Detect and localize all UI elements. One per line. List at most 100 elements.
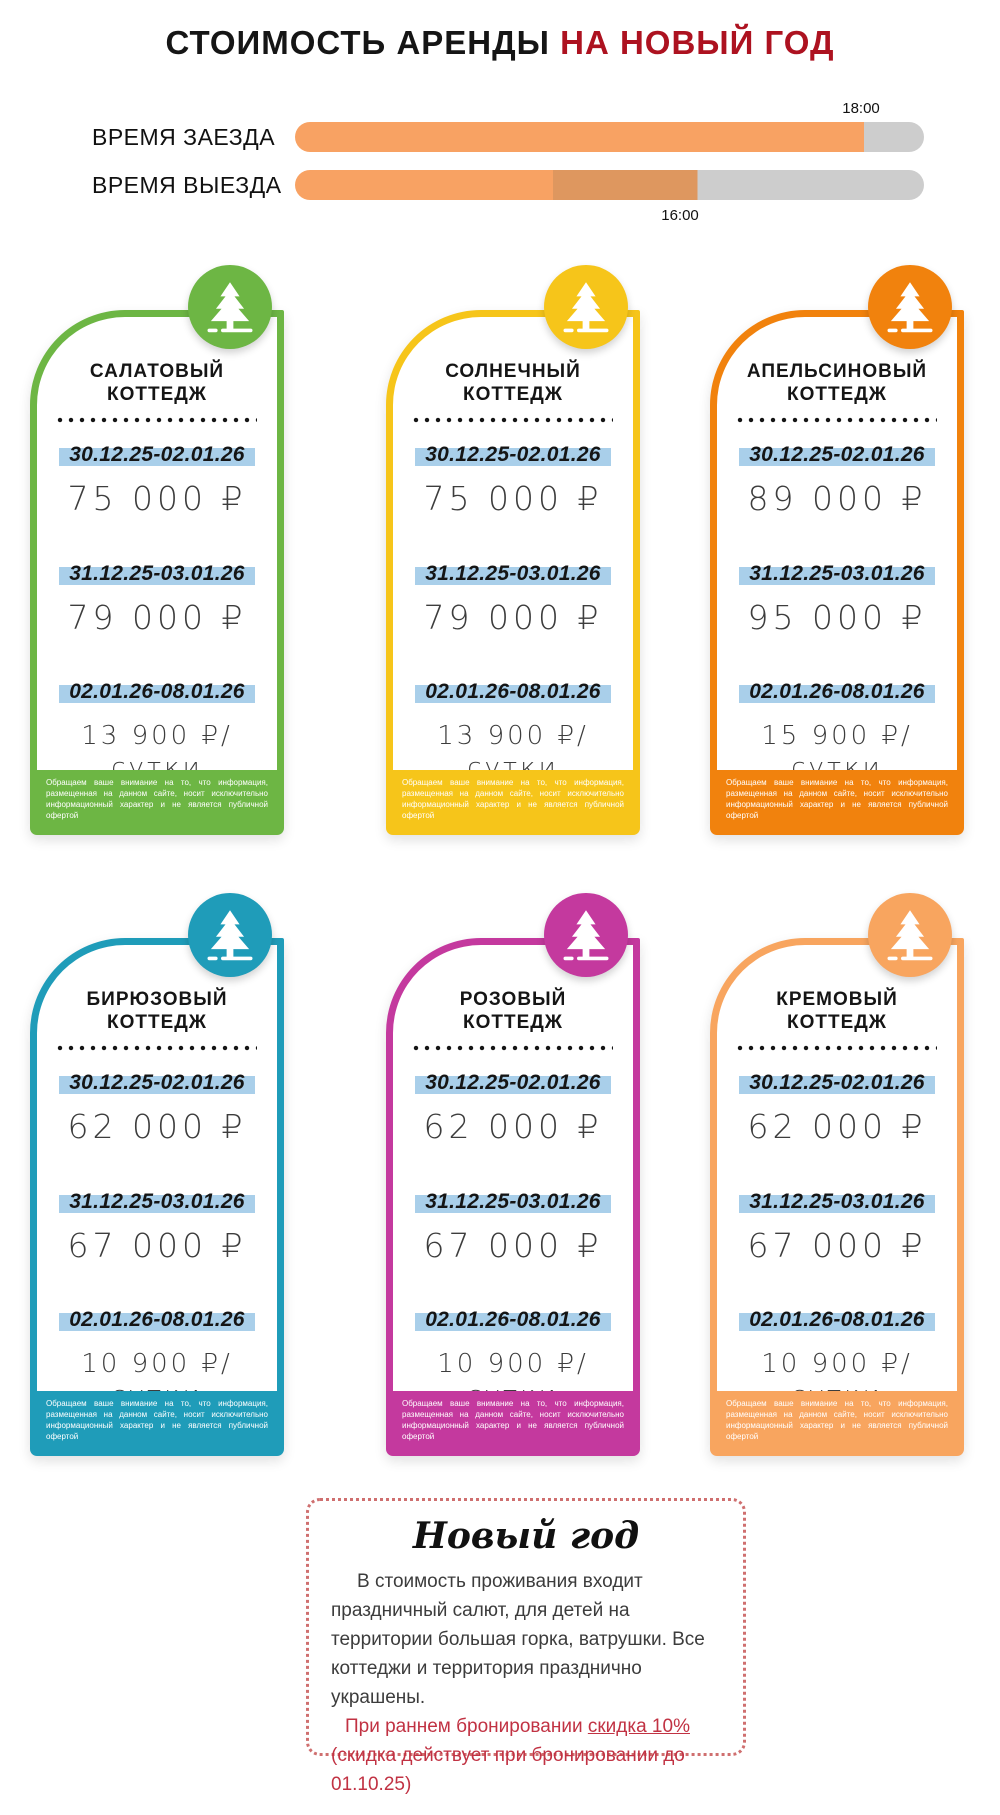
checkin-bar-fill: [295, 122, 924, 152]
dotted-separator: [413, 1044, 613, 1051]
period-price: 79 000 ₽: [423, 598, 603, 638]
period-3: 02.01.26-08.01.26 10 900 ₽/сутки: [393, 1307, 633, 1413]
card-body: КРЕМОВЫЙ КОТТЕДЖ 30.12.25-02.01.26 62 00…: [710, 938, 964, 1456]
period-1: 30.12.25-02.01.26 62 000 ₽: [393, 1070, 633, 1147]
period-price: 67 000 ₽: [747, 1226, 927, 1266]
period-price: 75 000 ₽: [423, 478, 603, 518]
period-dates: 02.01.26-08.01.26: [717, 1307, 957, 1332]
period-dates: 30.12.25-02.01.26: [717, 1070, 957, 1095]
christmas-tree-icon: [560, 908, 612, 962]
new-year-note-box: Новый год В стоимость проживания входит …: [306, 1498, 746, 1795]
period-dates: 30.12.25-02.01.26: [393, 1070, 633, 1095]
period-dates: 02.01.26-08.01.26: [393, 1307, 633, 1332]
discount-link-text: скидка 10%: [587, 1716, 690, 1737]
checkin-time-value: 18:00: [842, 100, 880, 117]
christmas-tree-icon: [884, 908, 936, 962]
period-2: 31.12.25-03.01.26 67 000 ₽: [717, 1190, 957, 1266]
card-title: БИРЮЗОВЫЙ КОТТЕДЖ: [86, 989, 228, 1033]
card-title: САЛАТОВЫЙ КОТТЕДЖ: [89, 361, 225, 405]
checkin-time-row: ВРЕМЯ ЗАЕЗДА 18:00: [0, 100, 1000, 154]
period-3: 02.01.26-08.01.26 10 900 ₽/сутки: [37, 1307, 277, 1413]
period-3: 02.01.26-08.01.26 15 900 ₽/сутки: [717, 679, 957, 785]
period-1: 30.12.25-02.01.26 62 000 ₽: [37, 1070, 277, 1147]
checkout-time-value: 16:00: [661, 207, 699, 224]
christmas-tree-icon: [884, 280, 936, 334]
period-dates: 31.12.25-03.01.26: [393, 1190, 633, 1214]
period-dates: 30.12.25-02.01.26: [393, 442, 633, 467]
cards-row-1: САЛАТОВЫЙ КОТТЕДЖ 30.12.25-02.01.26 75 0…: [0, 265, 1000, 840]
checkout-bar: 16:00: [295, 170, 924, 224]
checkin-bar: 18:00: [295, 100, 924, 152]
dotted-separator: [57, 1044, 257, 1051]
period-price: 79 000 ₽: [67, 598, 247, 638]
christmas-tree-icon: [204, 908, 256, 962]
checkout-time-row: ВРЕМЯ ВЫЕЗДА 16:00: [0, 168, 1000, 224]
card-body: СОЛНЕЧНЫЙ КОТТЕДЖ 30.12.25-02.01.26 75 0…: [386, 310, 640, 835]
period-2: 31.12.25-03.01.26 67 000 ₽: [393, 1190, 633, 1266]
card-disclaimer: Обращаем ваше внимание на то, что информ…: [717, 1391, 957, 1449]
period-1: 30.12.25-02.01.26 89 000 ₽: [717, 442, 957, 519]
note-body-text: В стоимость проживания входит праздничны…: [331, 1571, 705, 1708]
card-kremovy: КРЕМОВЫЙ КОТТЕДЖ 30.12.25-02.01.26 62 00…: [710, 893, 964, 1456]
page-title: СТОИМОСТЬ АРЕНДЫ НА НОВЫЙ ГОД: [0, 24, 1000, 62]
period-price: 13 900 ₽/сутки: [81, 720, 233, 784]
card-body: БИРЮЗОВЫЙ КОТТЕДЖ 30.12.25-02.01.26 62 0…: [30, 938, 284, 1456]
card-circle: [188, 893, 272, 977]
dotted-separator: [57, 416, 257, 423]
card-biryuzovy: БИРЮЗОВЫЙ КОТТЕДЖ 30.12.25-02.01.26 62 0…: [30, 893, 284, 1456]
period-price: 89 000 ₽: [747, 478, 927, 518]
period-dates: 02.01.26-08.01.26: [717, 679, 957, 704]
period-2: 31.12.25-03.01.26 79 000 ₽: [393, 562, 633, 638]
dotted-separator: [737, 416, 937, 423]
card-solnechny: СОЛНЕЧНЫЙ КОТТЕДЖ 30.12.25-02.01.26 75 0…: [386, 265, 640, 835]
period-dates: 31.12.25-03.01.26: [37, 562, 277, 586]
card-rozovy: РОЗОВЫЙ КОТТЕДЖ 30.12.25-02.01.26 62 000…: [386, 893, 640, 1456]
card-apelsinovy: АПЕЛЬСИНОВЫЙ КОТТЕДЖ 30.12.25-02.01.26 8…: [710, 265, 964, 835]
period-dates: 30.12.25-02.01.26: [717, 442, 957, 467]
period-price: 75 000 ₽: [67, 478, 247, 518]
card-disclaimer: Обращаем ваше внимание на то, что информ…: [393, 770, 633, 828]
period-price: 62 000 ₽: [747, 1106, 927, 1146]
period-dates: 02.01.26-08.01.26: [393, 679, 633, 704]
period-dates: 31.12.25-03.01.26: [717, 562, 957, 586]
card-body: РОЗОВЫЙ КОТТЕДЖ 30.12.25-02.01.26 62 000…: [386, 938, 640, 1456]
card-circle: [544, 893, 628, 977]
period-price: 95 000 ₽: [747, 598, 927, 638]
card-circle: [868, 893, 952, 977]
period-dates: 31.12.25-03.01.26: [37, 1190, 277, 1214]
period-2: 31.12.25-03.01.26 67 000 ₽: [37, 1190, 277, 1266]
card-body: АПЕЛЬСИНОВЫЙ КОТТЕДЖ 30.12.25-02.01.26 8…: [710, 310, 964, 835]
period-dates: 31.12.25-03.01.26: [717, 1190, 957, 1214]
period-price: 62 000 ₽: [67, 1106, 247, 1146]
note-promo-text: При раннем бронировании скидка 10% (скид…: [331, 1716, 690, 1795]
card-body: САЛАТОВЫЙ КОТТЕДЖ 30.12.25-02.01.26 75 0…: [30, 310, 284, 835]
period-dates: 30.12.25-02.01.26: [37, 442, 277, 467]
period-3: 02.01.26-08.01.26 13 900 ₽/сутки: [37, 679, 277, 785]
period-2: 31.12.25-03.01.26 95 000 ₽: [717, 562, 957, 638]
card-circle: [544, 265, 628, 349]
period-dates: 31.12.25-03.01.26: [393, 562, 633, 586]
period-dates: 02.01.26-08.01.26: [37, 679, 277, 704]
card-title: РОЗОВЫЙ КОТТЕДЖ: [459, 989, 567, 1033]
period-price: 62 000 ₽: [423, 1106, 603, 1146]
card-circle: [868, 265, 952, 349]
card-circle: [188, 265, 272, 349]
page-title-black: СТОИМОСТЬ АРЕНДЫ: [165, 24, 561, 61]
card-salatovy: САЛАТОВЫЙ КОТТЕДЖ 30.12.25-02.01.26 75 0…: [30, 265, 284, 835]
period-dates: 30.12.25-02.01.26: [37, 1070, 277, 1095]
dotted-separator: [737, 1044, 937, 1051]
period-1: 30.12.25-02.01.26 75 000 ₽: [393, 442, 633, 519]
cards-row-2: БИРЮЗОВЫЙ КОТТЕДЖ 30.12.25-02.01.26 62 0…: [0, 893, 1000, 1463]
period-1: 30.12.25-02.01.26 75 000 ₽: [37, 442, 277, 519]
period-2: 31.12.25-03.01.26 79 000 ₽: [37, 562, 277, 638]
period-1: 30.12.25-02.01.26 62 000 ₽: [717, 1070, 957, 1147]
period-price: 67 000 ₽: [423, 1226, 603, 1266]
period-dates: 02.01.26-08.01.26: [37, 1307, 277, 1332]
checkout-label: ВРЕМЯ ВЫЕЗДА: [92, 171, 282, 198]
card-title: СОЛНЕЧНЫЙ КОТТЕДЖ: [445, 361, 581, 405]
page-title-red: НА НОВЫЙ ГОД: [560, 24, 835, 61]
card-disclaimer: Обращаем ваше внимание на то, что информ…: [393, 1391, 633, 1449]
period-price: 67 000 ₽: [67, 1226, 247, 1266]
note-title: Новый год: [412, 1515, 640, 1557]
card-disclaimer: Обращаем ваше внимание на то, что информ…: [37, 770, 277, 828]
